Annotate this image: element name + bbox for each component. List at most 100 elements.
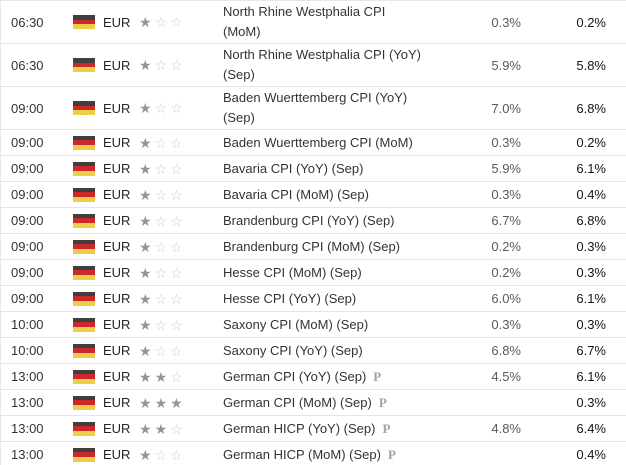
germany-flag-icon [73, 135, 95, 150]
calendar-event-row[interactable]: 09:00 EUR ★ ☆ ☆ Brandenburg CPI (MoM) (Sep… [1, 234, 626, 260]
star-empty-icon: ☆ [170, 238, 183, 255]
importance-rating: ★ ☆ ☆ [139, 318, 197, 332]
preliminary-icon: P [387, 446, 396, 462]
previous-value: 6.1% [576, 291, 606, 306]
importance-rating: ★ ☆ ☆ [139, 188, 197, 202]
star-filled-icon: ★ [139, 342, 152, 359]
currency-cell: EUR [73, 421, 139, 436]
calendar-event-row[interactable]: 09:00 EUR ★ ☆ ☆ Bavaria CPI (YoY) (Sep) 5.… [1, 156, 626, 182]
currency-label: EUR [103, 447, 131, 462]
star-empty-icon: ☆ [170, 290, 183, 307]
event-name-link[interactable]: Hesse CPI (MoM) (Sep) [223, 264, 362, 280]
event-time: 09:00 [11, 265, 44, 280]
star-empty-icon: ☆ [154, 134, 168, 151]
actual-value: 7.0% [491, 100, 521, 116]
star-empty-icon: ☆ [154, 316, 168, 333]
event-name-link[interactable]: Saxony CPI (YoY) (Sep) [223, 342, 363, 358]
star-empty-icon: ☆ [154, 14, 168, 30]
star-empty-icon: ☆ [170, 264, 183, 281]
event-name-link[interactable]: German CPI (MoM) (Sep) [223, 394, 372, 410]
importance-rating: ★ ☆ ☆ [139, 101, 197, 115]
event-name-link[interactable]: Baden Wuerttemberg CPI (MoM) [223, 134, 413, 150]
calendar-event-row[interactable]: 09:00 EUR ★ ☆ ☆ Baden Wuerttemberg CPI (Mo… [1, 130, 626, 156]
currency-label: EUR [103, 421, 131, 436]
currency-cell: EUR [73, 317, 139, 332]
event-name-link[interactable]: Hesse CPI (YoY) (Sep) [223, 290, 357, 306]
event-name-link[interactable]: Brandenburg CPI (YoY) (Sep) [223, 212, 395, 228]
calendar-event-row[interactable]: 09:00 EUR ★ ☆ ☆ Hesse CPI (MoM) (Sep) 0.2%… [1, 260, 626, 286]
currency-label: EUR [103, 395, 131, 410]
importance-rating: ★ ☆ ☆ [139, 266, 197, 280]
calendar-event-row[interactable]: 13:00 EUR ★ ★ ☆ German HICP (YoY) (Sep) P 4… [1, 416, 626, 442]
star-empty-icon: ☆ [170, 134, 183, 151]
previous-value: 6.8% [576, 213, 606, 228]
star-empty-icon: ☆ [170, 446, 183, 463]
currency-cell: EUR [73, 15, 139, 30]
event-name-link[interactable]: German CPI (YoY) (Sep) [223, 368, 367, 384]
event-cell: Brandenburg CPI (YoY) (Sep) [223, 210, 423, 232]
calendar-event-row[interactable]: 13:00 EUR ★ ★ ★ German CPI (MoM) (Sep) P 0.… [1, 390, 626, 416]
event-name-link[interactable]: German HICP (MoM) (Sep) [223, 446, 381, 462]
calendar-event-row[interactable]: 09:00 EUR ★ ☆ ☆ Bavaria CPI (MoM) (Sep) 0.… [1, 182, 626, 208]
currency-label: EUR [103, 291, 131, 306]
event-name-link[interactable]: Bavaria CPI (YoY) (Sep) [223, 160, 364, 176]
currency-label: EUR [103, 343, 131, 358]
event-name-link[interactable]: Baden Wuerttemberg CPI (YoY) (Sep) [223, 90, 408, 125]
importance-rating: ★ ☆ ☆ [139, 58, 197, 72]
currency-label: EUR [103, 317, 131, 332]
germany-flag-icon [73, 369, 95, 384]
currency-cell: EUR [73, 395, 139, 410]
event-name-link[interactable]: Brandenburg CPI (MoM) (Sep) [223, 238, 401, 254]
event-time: 06:30 [11, 14, 44, 30]
event-cell: Saxony CPI (MoM) (Sep) [223, 314, 423, 336]
event-cell: German HICP (MoM) (Sep) P [223, 444, 423, 465]
event-name-link[interactable]: North Rhine Westphalia CPI (YoY) (Sep) [223, 47, 421, 82]
event-time: 09:00 [11, 213, 44, 228]
importance-rating: ★ ☆ ☆ [139, 162, 197, 176]
germany-flag-icon [73, 101, 95, 116]
calendar-event-row[interactable]: 13:00 EUR ★ ☆ ☆ German HICP (MoM) (Sep) P 0… [1, 442, 626, 465]
germany-flag-icon [73, 58, 95, 73]
preliminary-icon: P [382, 420, 391, 436]
currency-label: EUR [103, 161, 131, 176]
star-empty-icon: ☆ [154, 186, 168, 203]
event-time: 09:00 [11, 291, 44, 306]
star-filled-icon: ★ [139, 100, 152, 116]
calendar-event-row[interactable]: 13:00 EUR ★ ★ ☆ German CPI (YoY) (Sep) P 4.… [1, 364, 626, 390]
calendar-event-row[interactable]: 09:00 EUR ★ ☆ ☆ Hesse CPI (YoY) (Sep) 6.0%… [1, 286, 626, 312]
previous-value: 0.3% [576, 395, 606, 410]
germany-flag-icon [73, 15, 95, 30]
star-empty-icon: ☆ [170, 420, 183, 437]
star-filled-icon: ★ [139, 14, 152, 30]
germany-flag-icon [73, 213, 95, 228]
star-filled-icon: ★ [139, 264, 152, 281]
event-time: 09:00 [11, 161, 44, 176]
calendar-event-row[interactable]: 09:00 EUR ★ ☆ ☆ Baden Wuerttemberg CPI (Yo… [1, 87, 626, 130]
germany-flag-icon [73, 291, 95, 306]
event-name-link[interactable]: Bavaria CPI (MoM) (Sep) [223, 186, 369, 202]
event-time: 10:00 [11, 317, 44, 332]
germany-flag-icon [73, 265, 95, 280]
currency-cell: EUR [73, 265, 139, 280]
star-empty-icon: ☆ [170, 212, 183, 229]
star-filled-icon: ★ [139, 394, 152, 411]
event-time: 09:00 [11, 100, 44, 116]
calendar-event-row[interactable]: 06:30 EUR ★ ☆ ☆ North Rhine Westphalia CPI… [1, 1, 626, 44]
calendar-event-row[interactable]: 06:30 EUR ★ ☆ ☆ North Rhine Westphalia CPI… [1, 44, 626, 87]
actual-value: 6.8% [491, 343, 521, 358]
calendar-event-row[interactable]: 10:00 EUR ★ ☆ ☆ Saxony CPI (YoY) (Sep) 6.8… [1, 338, 626, 364]
calendar-event-row[interactable]: 10:00 EUR ★ ☆ ☆ Saxony CPI (MoM) (Sep) 0.3… [1, 312, 626, 338]
actual-value: 0.2% [491, 239, 521, 254]
event-name-link[interactable]: German HICP (YoY) (Sep) [223, 420, 376, 436]
currency-cell: EUR [73, 58, 139, 73]
star-filled-icon: ★ [139, 186, 152, 203]
event-time: 09:00 [11, 135, 44, 150]
importance-rating: ★ ☆ ☆ [139, 344, 197, 358]
event-name-link[interactable]: Saxony CPI (MoM) (Sep) [223, 316, 369, 332]
germany-flag-icon [73, 447, 95, 462]
calendar-event-row[interactable]: 09:00 EUR ★ ☆ ☆ Brandenburg CPI (YoY) (Sep… [1, 208, 626, 234]
star-filled-icon: ★ [139, 420, 152, 437]
event-name-link[interactable]: North Rhine Westphalia CPI (MoM) [223, 4, 386, 39]
event-cell: Baden Wuerttemberg CPI (MoM) [223, 132, 423, 154]
